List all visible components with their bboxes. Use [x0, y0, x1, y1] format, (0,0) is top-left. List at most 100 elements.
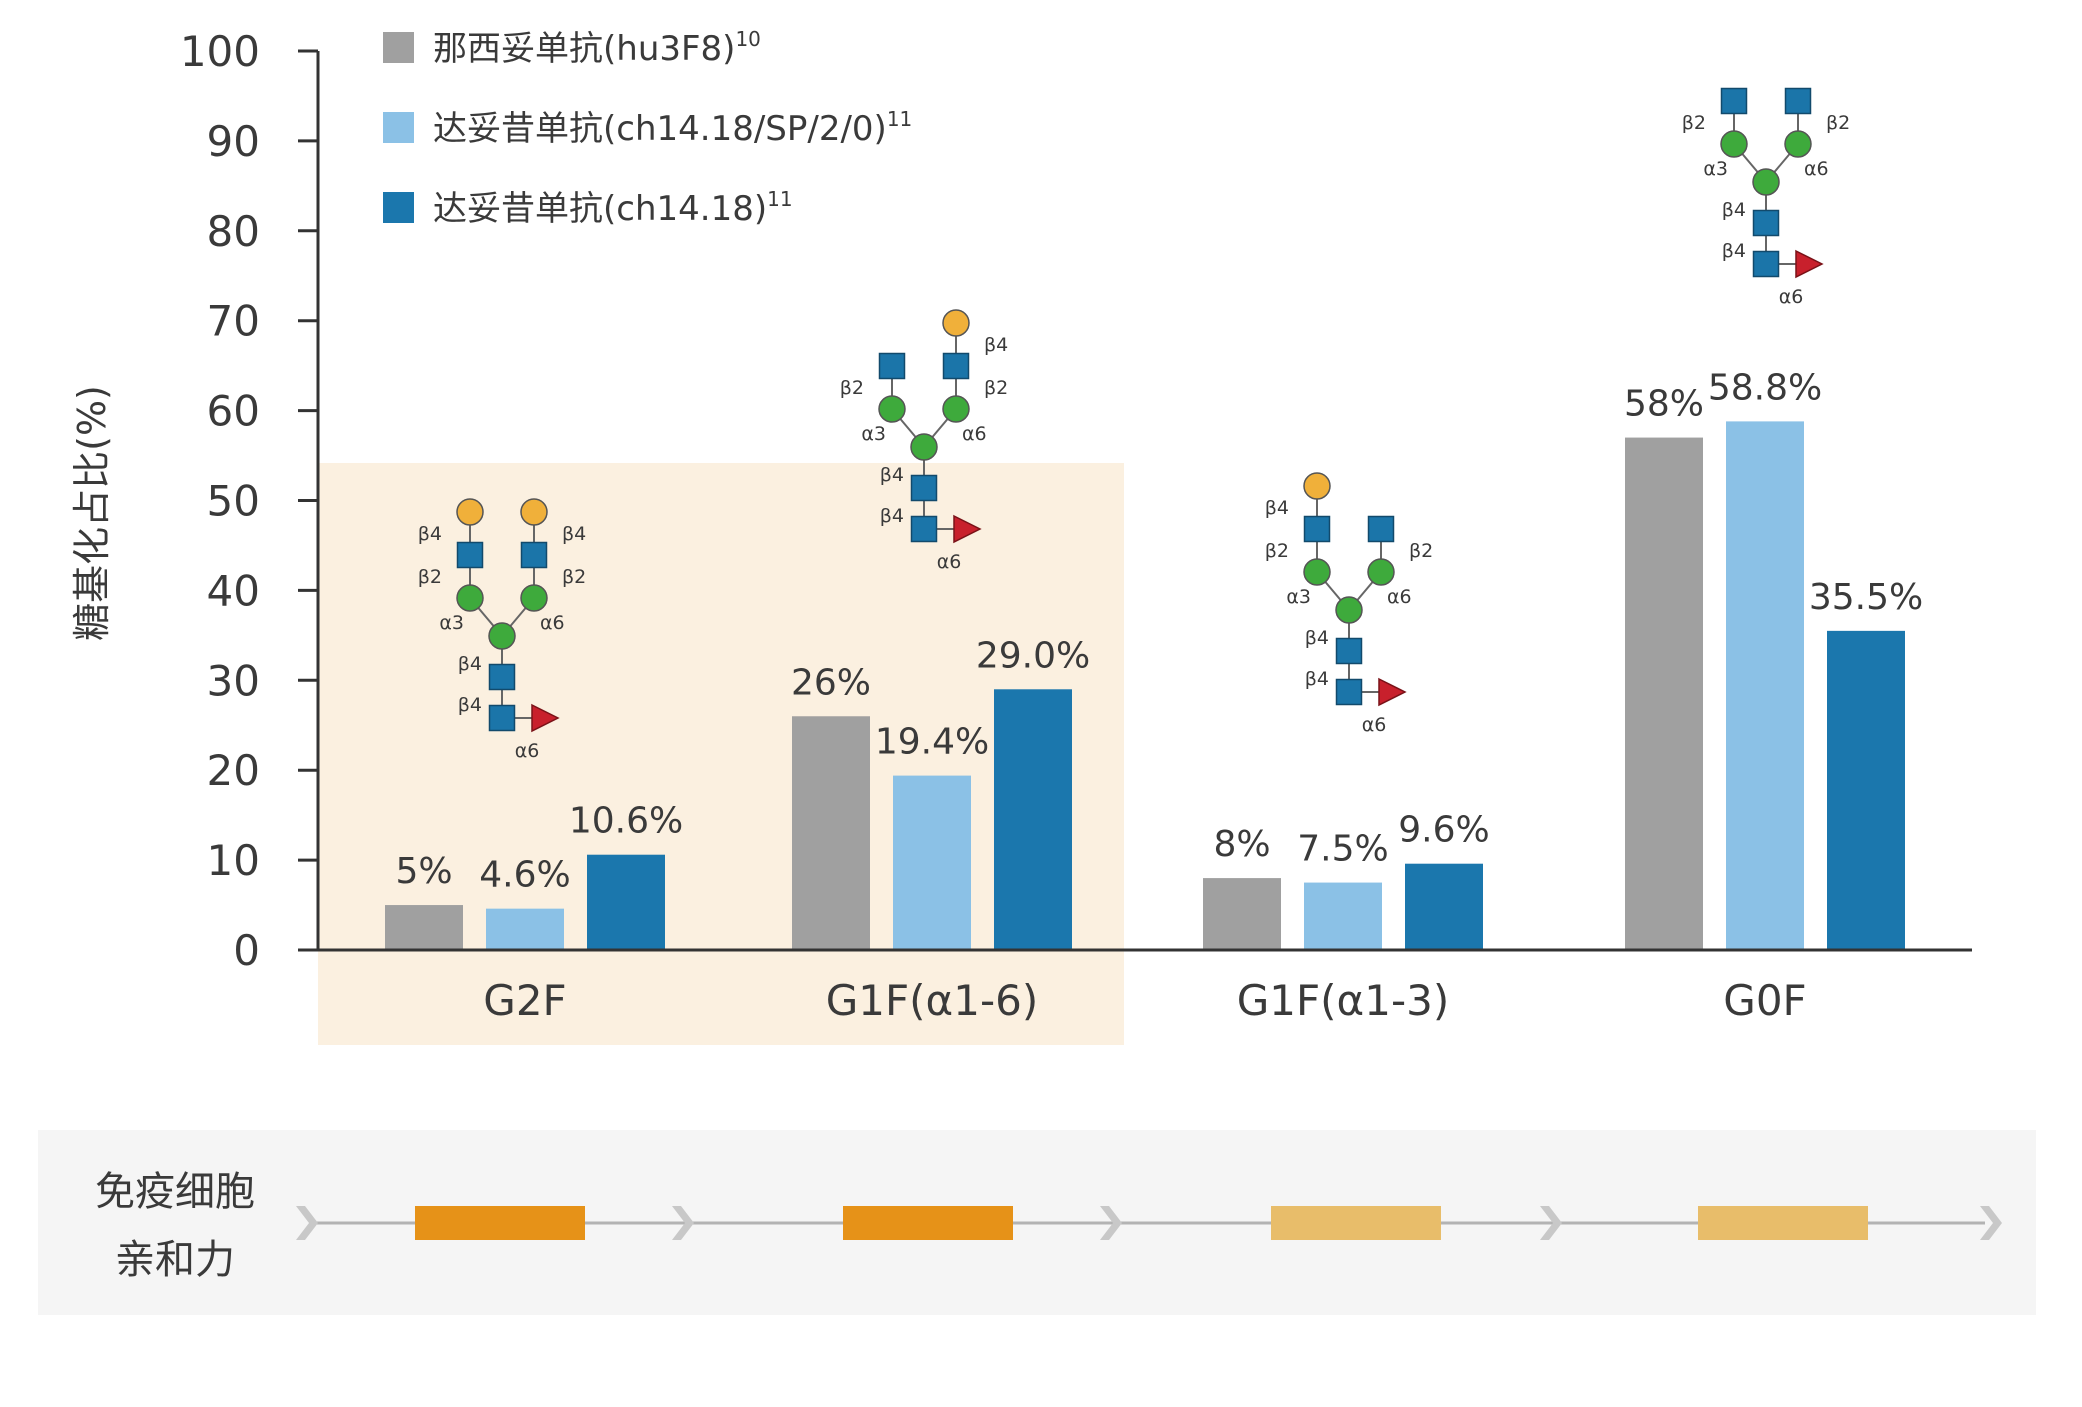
fucose-triangle	[953, 514, 982, 544]
chevron-arrow-icon	[296, 1206, 318, 1240]
fucose-triangle	[1378, 677, 1407, 707]
glycan-g1f-a13: β4 β2 β2 α3 α6 β4 β4 α6	[1265, 472, 1433, 736]
data-label: 58.8%	[1708, 367, 1822, 408]
glcnac-square	[456, 541, 484, 569]
linkage-label: α6	[515, 740, 540, 762]
bars	[385, 421, 1905, 950]
y-tick-label: 90	[207, 117, 260, 166]
glcnac-square	[942, 352, 970, 380]
affinity-label-line1: 免疫细胞	[95, 1169, 255, 1215]
linkage-label: α6	[1362, 714, 1387, 736]
glcnac-square	[1303, 515, 1331, 543]
legend-swatch	[383, 112, 414, 143]
mannose-circle	[878, 395, 906, 423]
legend-swatch	[383, 192, 414, 223]
bar	[587, 854, 665, 950]
glcnac-square	[1720, 87, 1748, 115]
legend: 那西妥单抗(hu3F8)10 达妥昔单抗(ch14.18/SP/2/0)11 达妥昔…	[383, 27, 912, 229]
y-tick-label: 30	[207, 656, 260, 705]
linkage-label: β4	[1722, 199, 1746, 221]
mannose-circle	[520, 584, 548, 612]
linkage-label: β4	[418, 523, 442, 545]
y-tick-label: 80	[207, 207, 260, 256]
bar	[1625, 437, 1703, 950]
y-tick-label: 20	[207, 746, 260, 795]
affinity-segment	[1698, 1206, 1868, 1240]
affinity-track	[296, 1206, 2002, 1240]
galactose-circle	[1303, 472, 1331, 500]
fucose-triangle	[1795, 249, 1824, 279]
mannose-circle	[1784, 130, 1812, 158]
mannose-circle	[1752, 168, 1780, 196]
bar-labels: 5% 4.6% 10.6% 26%19.4% 29.0% 8% 7.5% 9.6% 58% 58.…	[395, 367, 1923, 895]
mannose-circle	[910, 433, 938, 461]
linkage-label: β4	[1305, 627, 1329, 649]
linkage-label: α6	[540, 612, 565, 634]
glcnac-square	[1784, 87, 1812, 115]
bar	[792, 716, 870, 950]
legend-label: 达妥昔单抗(ch14.18)11	[433, 187, 793, 229]
glycan-g2f: β4 β4 β2 β2 α3 α6 β4 β4 α6	[418, 498, 586, 762]
y-tick-label: 0	[233, 926, 260, 975]
bar	[1203, 878, 1281, 950]
linkage-label: α6	[937, 551, 962, 573]
linkage-label: β2	[840, 377, 864, 399]
mannose-circle	[942, 395, 970, 423]
glcnac-square	[1335, 678, 1363, 706]
glcnac-square	[1752, 209, 1780, 237]
y-axis: 0 10 20 30 40 50 60 70 80 90 100	[180, 27, 320, 975]
immune-cell-affinity-panel: 免疫细胞 亲和力	[38, 1130, 2036, 1315]
y-tick-label: 70	[207, 297, 260, 346]
mannose-circle	[1720, 130, 1748, 158]
glcnac-square	[1335, 637, 1363, 665]
y-tick-label: 10	[207, 836, 260, 885]
y-tick-label: 100	[180, 27, 260, 76]
linkage-label: α3	[1703, 158, 1728, 180]
y-tick-label: 50	[207, 477, 260, 526]
linkage-label: β2	[418, 566, 442, 588]
x-tick-label: G1F(α1-3)	[1237, 976, 1449, 1025]
linkage-label: β4	[1305, 668, 1329, 690]
data-label: 5%	[395, 851, 452, 892]
linkage-label: β4	[458, 694, 482, 716]
legend-label: 那西妥单抗(hu3F8)10	[433, 27, 761, 69]
linkage-label: β2	[562, 566, 586, 588]
bar	[486, 908, 564, 950]
data-label: 10.6%	[569, 801, 683, 842]
linkage-label: α6	[962, 423, 987, 445]
linkage-label: α6	[1387, 586, 1412, 608]
linkage-label: β2	[1682, 112, 1706, 134]
linkage-label: β2	[1826, 112, 1850, 134]
glycan-g0f: β2 β2 α3 α6 β4 β4 α6	[1682, 87, 1850, 308]
legend-label: 达妥昔单抗(ch14.18/SP/2/0)11	[433, 107, 912, 149]
bar	[385, 905, 463, 950]
data-label: 8%	[1213, 824, 1270, 865]
affinity-segment	[415, 1206, 585, 1240]
chevron-arrow-icon	[672, 1206, 694, 1240]
galactose-circle	[942, 309, 970, 337]
linkage-label: α3	[439, 612, 464, 634]
bar	[994, 689, 1072, 950]
bar	[1726, 421, 1804, 950]
glcnac-square	[878, 352, 906, 380]
linkage-label: β4	[562, 523, 586, 545]
linkage-label: β4	[1265, 497, 1289, 519]
bar	[1827, 630, 1905, 950]
linkage-label: β2	[984, 377, 1008, 399]
glcnac-square	[910, 474, 938, 502]
linkage-label: α6	[1779, 286, 1804, 308]
y-tick-label: 60	[207, 387, 260, 436]
glcnac-square	[1367, 515, 1395, 543]
x-tick-label: G0F	[1723, 976, 1806, 1025]
linkage-label: α6	[1804, 158, 1829, 180]
linkage-label: α3	[861, 423, 886, 445]
mannose-circle	[488, 622, 516, 650]
galactose-circle	[456, 498, 484, 526]
glcnac-square	[488, 704, 516, 732]
y-axis-label: 糖基化占比(%)	[70, 385, 114, 641]
glcnac-square	[520, 541, 548, 569]
linkage-label: α3	[1286, 586, 1311, 608]
mannose-circle	[1367, 558, 1395, 586]
